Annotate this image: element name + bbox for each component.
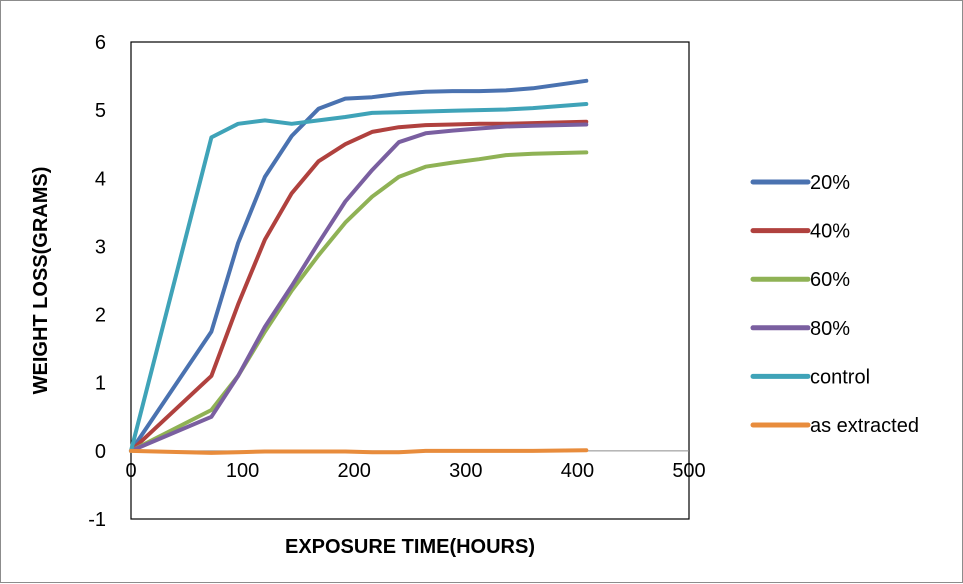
series-line-2 — [129, 150, 589, 453]
series-line-3 — [129, 122, 589, 453]
y-tick-label: 6 — [95, 32, 106, 54]
x-tick-label: 100 — [226, 460, 259, 482]
legend: 20% 40% 60% 80% control as extracted — [750, 172, 919, 437]
x-tick-label: 300 — [449, 460, 482, 482]
x-tick-label: 400 — [561, 460, 594, 482]
series-line-0 — [129, 78, 589, 453]
x-axis-title: EXPOSURE TIME(HOURS) — [285, 536, 535, 558]
y-tick-label: 5 — [95, 100, 106, 122]
legend-label-1: 40% — [810, 221, 850, 243]
series-line-1 — [129, 119, 589, 453]
series-layer — [129, 78, 589, 455]
x-tick-label: 200 — [338, 460, 371, 482]
series-line-5 — [129, 448, 589, 455]
series-line-4 — [129, 102, 589, 453]
y-tick-label: -1 — [88, 509, 106, 531]
x-tick-label: 500 — [672, 460, 705, 482]
y-tick-label: 4 — [95, 168, 106, 190]
y-tick-label: 0 — [95, 441, 106, 463]
legend-label-3: 80% — [810, 318, 850, 340]
legend-label-5: as extracted — [810, 415, 919, 437]
y-tick-label: 3 — [95, 236, 106, 258]
y-tick-label: 2 — [95, 305, 106, 327]
legend-label-0: 20% — [810, 172, 850, 194]
x-tick-label: 0 — [125, 460, 136, 482]
plot-area-border — [130, 41, 690, 520]
axes-layer: 6 5 4 3 2 1 0 -1 0 100 200 300 400 500 EXPOSURE TIME(H… — [30, 32, 706, 558]
y-axis-title: WEIGHT LOSS(GRAMS) — [30, 167, 52, 395]
legend-label-4: control — [810, 366, 870, 388]
y-tick-label: 1 — [95, 373, 106, 395]
legend-label-2: 60% — [810, 269, 850, 291]
